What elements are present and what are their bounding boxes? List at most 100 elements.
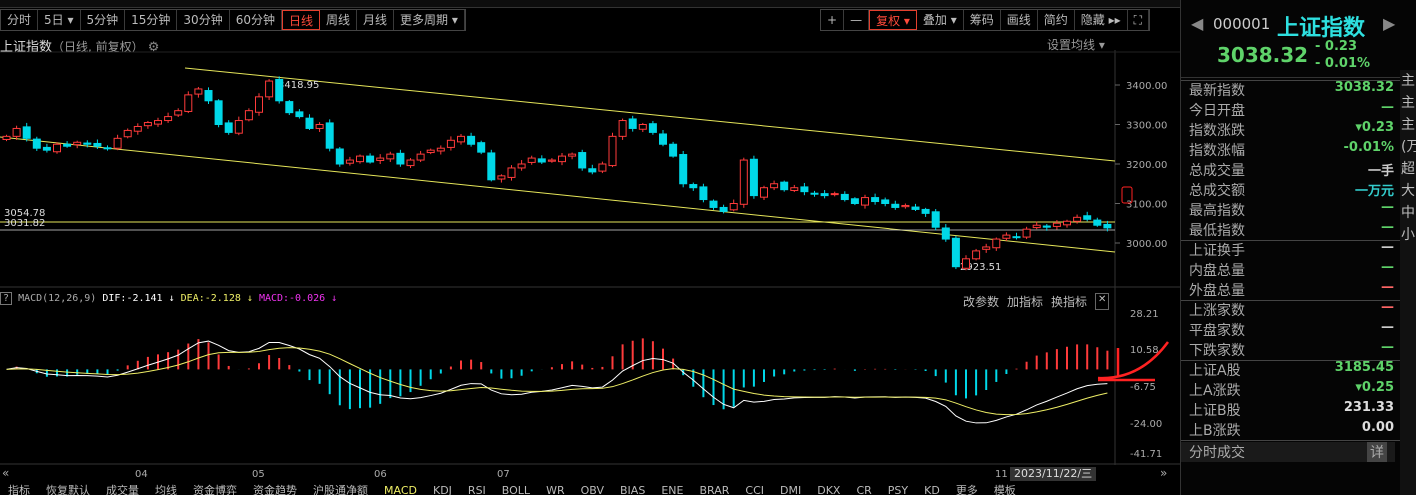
candle[interactable] <box>951 235 960 270</box>
candle[interactable] <box>143 120 152 129</box>
candle[interactable] <box>810 190 819 197</box>
candle[interactable] <box>729 199 738 212</box>
candle[interactable] <box>992 237 1001 251</box>
indicator-tab[interactable]: 均线 <box>155 484 177 495</box>
candle[interactable] <box>850 197 859 206</box>
candle[interactable] <box>255 93 263 116</box>
edit-params-button[interactable]: 改参数 <box>963 295 1000 309</box>
candle[interactable] <box>63 141 72 148</box>
candle[interactable] <box>123 128 132 139</box>
candle[interactable] <box>568 152 577 160</box>
candle[interactable] <box>770 180 779 191</box>
candle[interactable] <box>800 182 809 196</box>
indicator-tab[interactable]: 恢复默认 <box>46 484 90 495</box>
indicator-tab[interactable]: KD <box>924 484 940 495</box>
candle[interactable] <box>416 150 425 163</box>
candle[interactable] <box>1032 221 1041 230</box>
indicator-tab[interactable]: OBV <box>580 484 605 495</box>
candle[interactable] <box>467 132 476 147</box>
candle[interactable] <box>931 209 940 231</box>
candle[interactable] <box>396 149 405 167</box>
candle[interactable] <box>790 184 799 193</box>
candle[interactable] <box>234 116 243 136</box>
indicator-tab[interactable]: CCI <box>745 484 764 495</box>
candle[interactable] <box>669 141 678 158</box>
candle[interactable] <box>477 140 486 155</box>
candle[interactable] <box>93 139 102 149</box>
indicator-tab[interactable]: ENE <box>661 484 684 495</box>
switch-indicator-button[interactable]: 换指标 <box>1051 295 1088 309</box>
candle[interactable] <box>214 99 223 128</box>
candle[interactable] <box>861 194 869 209</box>
candle[interactable] <box>840 191 849 202</box>
candle[interactable] <box>558 152 566 166</box>
candle[interactable] <box>42 143 51 153</box>
indicator-tab[interactable]: CR <box>856 484 872 495</box>
candle[interactable] <box>315 122 324 133</box>
candle[interactable] <box>1083 211 1092 222</box>
side-tab[interactable]: (万 <box>1401 139 1416 155</box>
candle[interactable] <box>376 154 385 164</box>
candle[interactable] <box>2 134 11 142</box>
indicator-tab[interactable]: 更多 <box>955 484 978 495</box>
candle[interactable] <box>73 140 82 149</box>
lower-trendline[interactable] <box>0 136 1116 253</box>
candle[interactable] <box>224 120 233 135</box>
candle[interactable] <box>699 183 708 203</box>
candle[interactable] <box>517 160 526 171</box>
tool-4[interactable]: 筹码 <box>964 10 1001 30</box>
candle[interactable] <box>1012 232 1021 240</box>
indicator-tab[interactable]: DMI <box>780 484 802 495</box>
candle[interactable] <box>891 200 900 210</box>
candle[interactable] <box>689 182 698 191</box>
candle[interactable] <box>386 151 395 163</box>
indicator-tab[interactable]: 沪股通净额 <box>313 484 368 495</box>
settings-gear-icon[interactable]: ⚙ <box>147 40 160 55</box>
indicator-tab[interactable]: 资金博弈 <box>193 484 237 495</box>
candle[interactable] <box>12 125 21 140</box>
candle[interactable] <box>22 122 31 142</box>
candle[interactable] <box>345 156 354 166</box>
indicator-tab[interactable]: 成交量 <box>106 484 139 495</box>
candle[interactable] <box>547 158 556 163</box>
candle[interactable] <box>628 115 637 132</box>
indicator-tab[interactable]: PSY <box>887 484 909 495</box>
candle[interactable] <box>618 118 627 140</box>
indicator-tab[interactable]: RSI <box>467 484 486 495</box>
ma-settings-button[interactable]: 设置均线 ▾ <box>1047 38 1105 52</box>
candle[interactable] <box>325 119 334 152</box>
candle[interactable] <box>285 100 294 116</box>
indicator-tab[interactable]: BRAR <box>699 484 730 495</box>
candle[interactable] <box>638 122 647 133</box>
candle[interactable] <box>739 157 748 208</box>
candle[interactable] <box>275 76 284 104</box>
period-0[interactable]: 分时 <box>1 10 39 30</box>
candle[interactable] <box>830 191 839 197</box>
candle[interactable] <box>83 140 92 148</box>
candle[interactable] <box>356 154 364 164</box>
period-8[interactable]: 月线 <box>357 10 395 30</box>
indicator-tab[interactable]: BOLL <box>501 484 531 495</box>
candle[interactable] <box>1063 219 1071 228</box>
scroll-right-icon[interactable]: » <box>1160 466 1168 480</box>
candle[interactable] <box>335 147 344 167</box>
candle[interactable] <box>578 149 587 171</box>
side-tab[interactable]: 大 <box>1401 183 1415 199</box>
tool-3[interactable]: 叠加 ▾ <box>917 10 964 30</box>
candle[interactable] <box>921 207 930 217</box>
candle[interactable] <box>295 109 304 119</box>
candle[interactable] <box>608 132 617 168</box>
period-1[interactable]: 5日 ▾ <box>38 10 81 30</box>
scroll-left-icon[interactable]: « <box>2 466 10 480</box>
candle[interactable] <box>659 130 667 147</box>
kline-chart[interactable]: 3400.00 3300.00 3200.00 3100.00 3000.00 3054.… <box>0 0 1180 484</box>
candle[interactable] <box>446 136 455 151</box>
candle[interactable] <box>598 161 607 174</box>
candle[interactable] <box>1002 232 1011 242</box>
add-indicator-button[interactable]: 加指标 <box>1007 295 1044 309</box>
candle[interactable] <box>133 123 142 135</box>
period-6[interactable]: 日线 <box>281 10 320 30</box>
candle[interactable] <box>679 150 688 188</box>
side-tab[interactable]: 主 <box>1401 73 1415 89</box>
candle[interactable] <box>881 197 890 207</box>
